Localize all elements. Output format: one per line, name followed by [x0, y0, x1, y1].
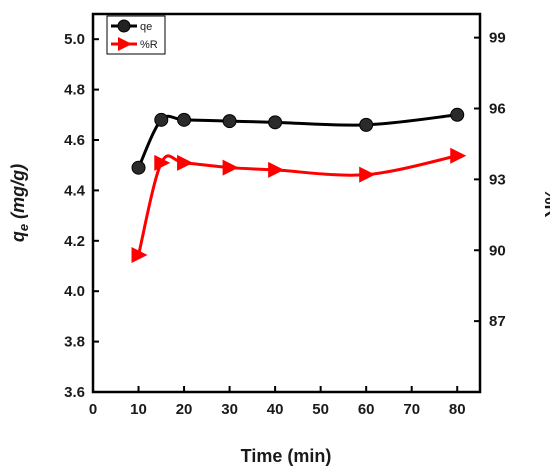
right-y-tick-label: 99: [489, 30, 506, 47]
right-y-tick-label: 90: [489, 242, 506, 259]
x-tick-label: 50: [312, 401, 329, 418]
x-tick-label: 0: [89, 401, 97, 418]
right-y-tick-label: 93: [489, 171, 506, 188]
right-y-tick-label: 96: [489, 101, 506, 118]
data-point-qe: [268, 115, 283, 130]
left-y-tick-label: 3.6: [64, 384, 85, 401]
data-point-qe: [359, 117, 374, 132]
data-point-removal: [450, 147, 467, 164]
x-tick-label: 10: [130, 401, 147, 418]
x-tick-label: 30: [221, 401, 238, 418]
left-y-axis-ticks: 3.6 3.8 4.0 4.2 4.4 4.6 4.8 5.0: [64, 31, 99, 401]
left-y-tick-label: 4.4: [64, 182, 86, 199]
right-y-tick-label: 87: [489, 313, 506, 330]
left-y-axis-title-sub: e: [16, 224, 31, 231]
data-point-qe: [131, 160, 146, 175]
series-line-removal: [137, 154, 458, 256]
data-point-removal: [154, 154, 171, 171]
left-y-tick-label: 4.6: [64, 132, 85, 149]
left-y-tick-label: 3.8: [64, 334, 85, 351]
data-point-qe: [154, 112, 169, 127]
data-point-removal: [268, 161, 285, 178]
left-y-tick-label: 5.0: [64, 31, 85, 48]
data-point-qe: [222, 114, 237, 129]
x-axis-title: Time (min): [241, 446, 332, 466]
left-y-axis-title-unit: (mg/g): [8, 164, 28, 224]
right-y-axis-ticks: 87 90 93 96 99: [474, 30, 506, 330]
right-y-axis-title: %R: [541, 188, 550, 217]
legend-marker-qe: [117, 19, 131, 33]
x-tick-label: 80: [449, 401, 466, 418]
left-y-axis-title-q: q: [8, 231, 28, 242]
legend-label-r: %R: [140, 39, 158, 51]
x-tick-label: 70: [403, 401, 420, 418]
left-y-axis-title: qe (mg/g): [8, 164, 31, 242]
data-point-removal: [359, 166, 376, 183]
left-y-tick-label: 4.8: [64, 82, 85, 99]
series-layer: [131, 107, 467, 263]
data-point-removal: [177, 154, 194, 171]
legend-box: [106, 15, 166, 55]
x-axis-ticks: 0 10 20 30 40 50 60 70 80: [89, 386, 466, 418]
data-point-removal: [222, 159, 239, 176]
x-tick-label: 40: [267, 401, 284, 418]
x-tick-label: 20: [176, 401, 193, 418]
left-y-tick-label: 4.2: [64, 233, 85, 250]
x-tick-label: 60: [358, 401, 375, 418]
legend-label-qe: qe: [140, 21, 152, 33]
legend: qe %R: [106, 15, 166, 55]
legend-marker-r: [118, 37, 132, 51]
plot-frame: [91, 12, 482, 394]
left-y-tick-label: 4.0: [64, 283, 85, 300]
data-point-removal: [131, 246, 148, 263]
data-point-qe: [450, 107, 465, 122]
data-point-qe: [177, 112, 192, 127]
